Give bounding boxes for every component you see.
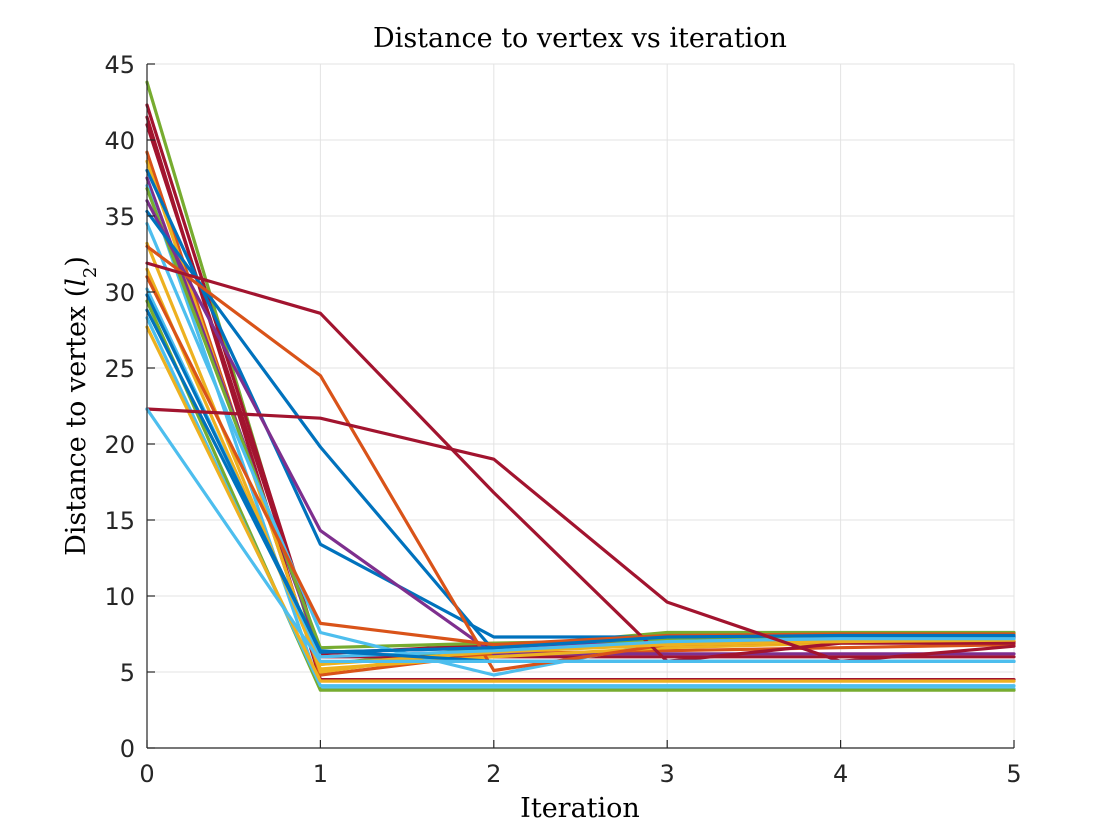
y-tick-label: 5 (120, 659, 135, 687)
y-tick-label: 20 (104, 431, 135, 459)
y-tick-label: 30 (104, 279, 135, 307)
y-tick-label: 40 (104, 127, 135, 155)
y-axis-title-subscript: 2 (80, 267, 101, 278)
series-line (145, 407, 1016, 664)
x-tick-label: 1 (313, 760, 328, 788)
y-tick-label: 35 (104, 203, 135, 231)
y-axis-title: Distance to vertex (l2) (61, 256, 101, 556)
y-tick-label: 25 (104, 355, 135, 383)
axes (146, 63, 1015, 749)
x-tick-label: 3 (660, 760, 675, 788)
series-group (145, 80, 1016, 692)
y-tick-label: 0 (120, 735, 135, 763)
y-axis-title-main: Distance to vertex ( (61, 287, 92, 556)
x-tick-label: 5 (1006, 760, 1021, 788)
x-tick-label: 2 (486, 760, 501, 788)
y-axis-title-close: ) (61, 256, 92, 267)
series-line (145, 261, 1016, 664)
chart-title: Distance to vertex vs iteration (373, 23, 787, 54)
y-tick-label: 45 (104, 51, 135, 79)
x-tick-label: 0 (139, 760, 154, 788)
series-line (145, 407, 1016, 664)
x-axis-title: Iteration (520, 793, 640, 824)
x-tick-label: 4 (833, 760, 848, 788)
y-axis-title-variable: l (61, 278, 92, 287)
y-tick-label: 10 (104, 583, 135, 611)
y-tick-label: 15 (104, 507, 135, 535)
